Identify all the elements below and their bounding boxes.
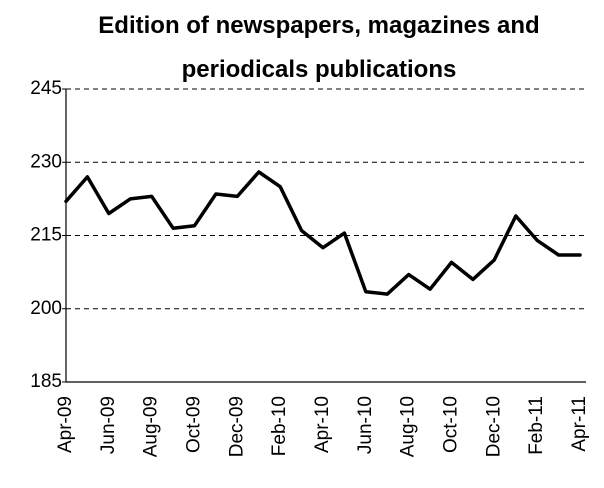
y-tick-label: 245 xyxy=(30,78,62,99)
x-tick-label: Jun-09 xyxy=(98,396,119,454)
line xyxy=(64,170,582,296)
x-tick-label: Aug-09 xyxy=(141,396,162,457)
x-tick-label: Apr-10 xyxy=(312,396,333,453)
x-tick-label: Dec-09 xyxy=(226,396,247,457)
y-tick-label: 200 xyxy=(30,298,62,319)
chart-title: Edition of newspapers, magazines and per… xyxy=(98,12,540,83)
x-tick-label: Dec-10 xyxy=(483,396,504,457)
x-tick-label: Feb-10 xyxy=(269,396,290,456)
x-tick-label: Jun-10 xyxy=(355,396,376,454)
x-tick-label: Aug-10 xyxy=(398,396,419,457)
y-tick-label: 215 xyxy=(30,225,62,246)
x-tick-label: Feb-11 xyxy=(526,396,547,455)
y-tick-label: 230 xyxy=(30,151,62,172)
x-tick-label: Apr-09 xyxy=(55,396,76,453)
x-tick-label: Oct-10 xyxy=(441,396,462,453)
x-tick-label: Oct-09 xyxy=(184,396,205,453)
x-tick-label: Apr-11 xyxy=(569,396,590,452)
y-tick-label: 185 xyxy=(30,371,62,392)
